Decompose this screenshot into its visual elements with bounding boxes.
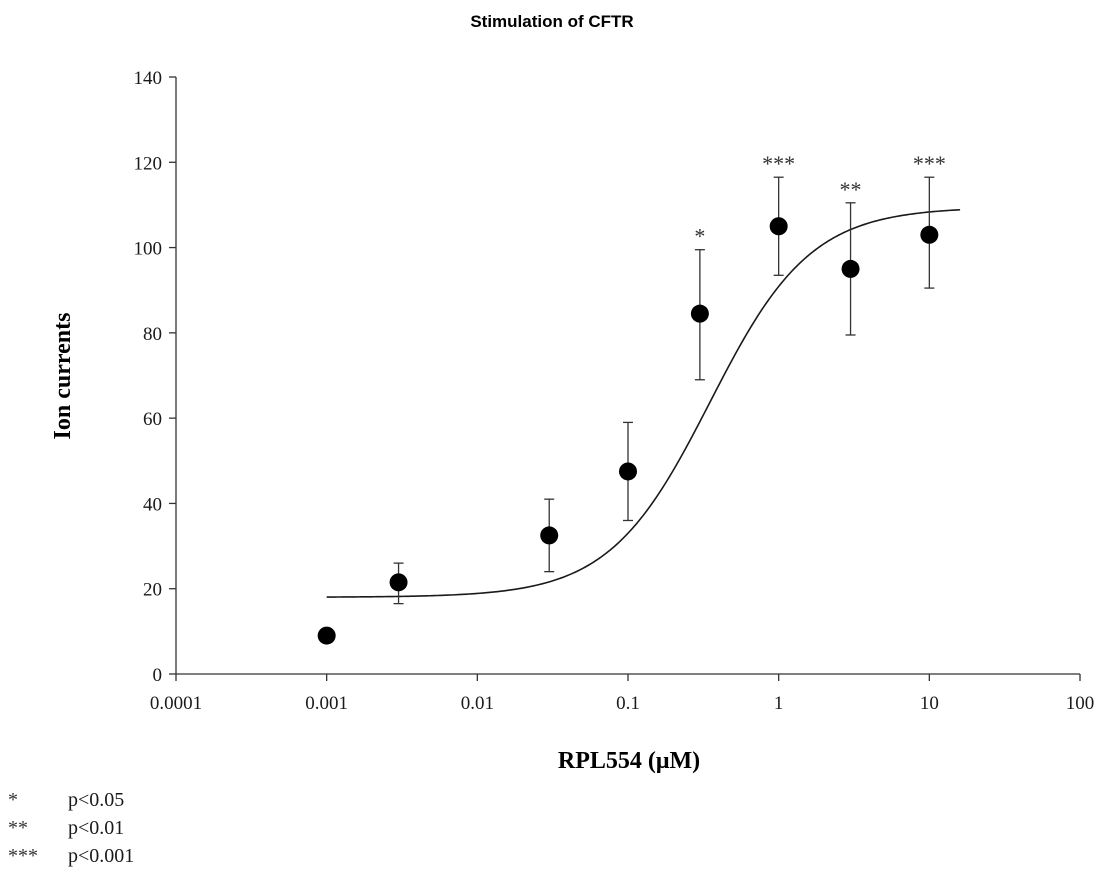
x-tick-label: 0.001 (305, 693, 348, 714)
y-tick-label: 0 (153, 665, 163, 686)
legend-label: p<0.01 (68, 817, 124, 839)
data-point (920, 225, 939, 244)
y-tick-label: 120 (134, 153, 163, 174)
y-tick-label: 100 (134, 239, 163, 260)
data-point (841, 259, 860, 278)
legend-label: p<0.05 (68, 789, 124, 811)
significance-legend: * p<0.05 ** p<0.01 *** p<0.001 (8, 789, 134, 867)
data-point (540, 526, 559, 545)
data-point (389, 573, 408, 592)
legend-symbol: * (8, 789, 18, 811)
data-point (690, 304, 709, 323)
significance-marker: *** (762, 151, 795, 176)
y-axis-title: Ion currents (50, 313, 76, 440)
x-axis-title: RPL554 (μM) (558, 748, 700, 774)
x-tick-label: 0.01 (461, 693, 494, 714)
fit-curve-layer (326, 208, 961, 598)
significance-marker: ** (840, 177, 862, 202)
fit-curve (326, 208, 961, 598)
axes: 0.0001 0.001 0.01 0.1 1 10 100 0 20 40 60 80 100 120 1… (134, 68, 1095, 714)
y-tick-label: 20 (143, 580, 162, 601)
legend-symbol: *** (8, 845, 38, 867)
data-point (619, 462, 637, 481)
significance-marker: * (694, 224, 705, 249)
x-tick-label: 0.1 (616, 693, 640, 714)
y-tick-label: 40 (143, 494, 162, 515)
y-tick-label: 60 (143, 409, 162, 430)
y-tick-label: 80 (143, 324, 162, 345)
data-points-layer: ********* (317, 151, 946, 645)
x-tick-label: 100 (1066, 693, 1095, 714)
x-tick-label: 10 (920, 693, 939, 714)
chart-title: Stimulation of CFTR (470, 12, 633, 31)
legend-symbol: ** (8, 817, 28, 839)
y-tick-label: 140 (134, 68, 163, 89)
x-tick-label: 0.0001 (150, 693, 202, 714)
x-tick-label: 1 (774, 693, 784, 714)
legend-label: p<0.001 (68, 845, 134, 867)
data-point (769, 217, 788, 236)
significance-marker: *** (913, 151, 946, 176)
data-point (317, 626, 336, 645)
